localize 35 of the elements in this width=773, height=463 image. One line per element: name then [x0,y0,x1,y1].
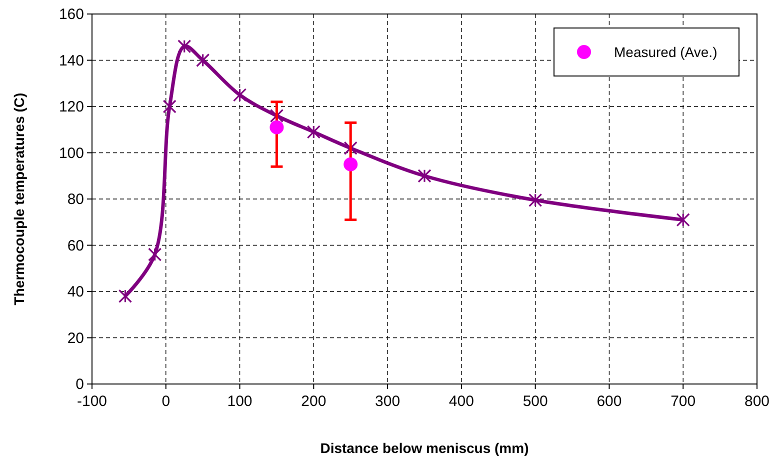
point [232,88,247,102]
x-tick-label: 400 [448,393,474,410]
y-tick-label: 40 [67,284,84,300]
y-tick-label: 140 [58,52,84,70]
x-tick-label: 200 [301,393,326,410]
y-tick-label: 100 [58,144,84,162]
point [118,289,132,303]
x-tick-label: 0 [162,393,170,410]
x-axis-title: Distance below meniscus (mm) [320,440,529,456]
point [178,40,192,54]
point [418,169,432,183]
x-tick-label: 500 [522,393,548,410]
y-tick-label: 160 [58,6,84,23]
y-tick-label: 80 [67,191,84,208]
x-tick-label: 300 [375,393,400,410]
point [344,157,358,172]
point [528,193,542,207]
point [676,213,690,227]
legend-label: Measured (Ave.) [614,44,718,60]
x-tick-label: 600 [596,393,622,410]
point [148,248,162,262]
point [270,120,284,134]
y-tick-label: 20 [67,330,84,347]
x-tick-label: 800 [744,393,770,410]
x-tick-label: 100 [227,393,252,410]
y-tick-label: 60 [67,237,84,254]
point [270,108,284,123]
point [196,53,210,68]
point [306,125,320,139]
y-tick-label: 120 [58,98,84,116]
x-tick-label: 700 [670,393,696,410]
x-tick-label: -100 [76,393,108,410]
y-tick-label: 0 [76,376,84,393]
point [162,100,176,114]
y-axis-title: Thermocouple temperatures (C) [11,92,27,306]
